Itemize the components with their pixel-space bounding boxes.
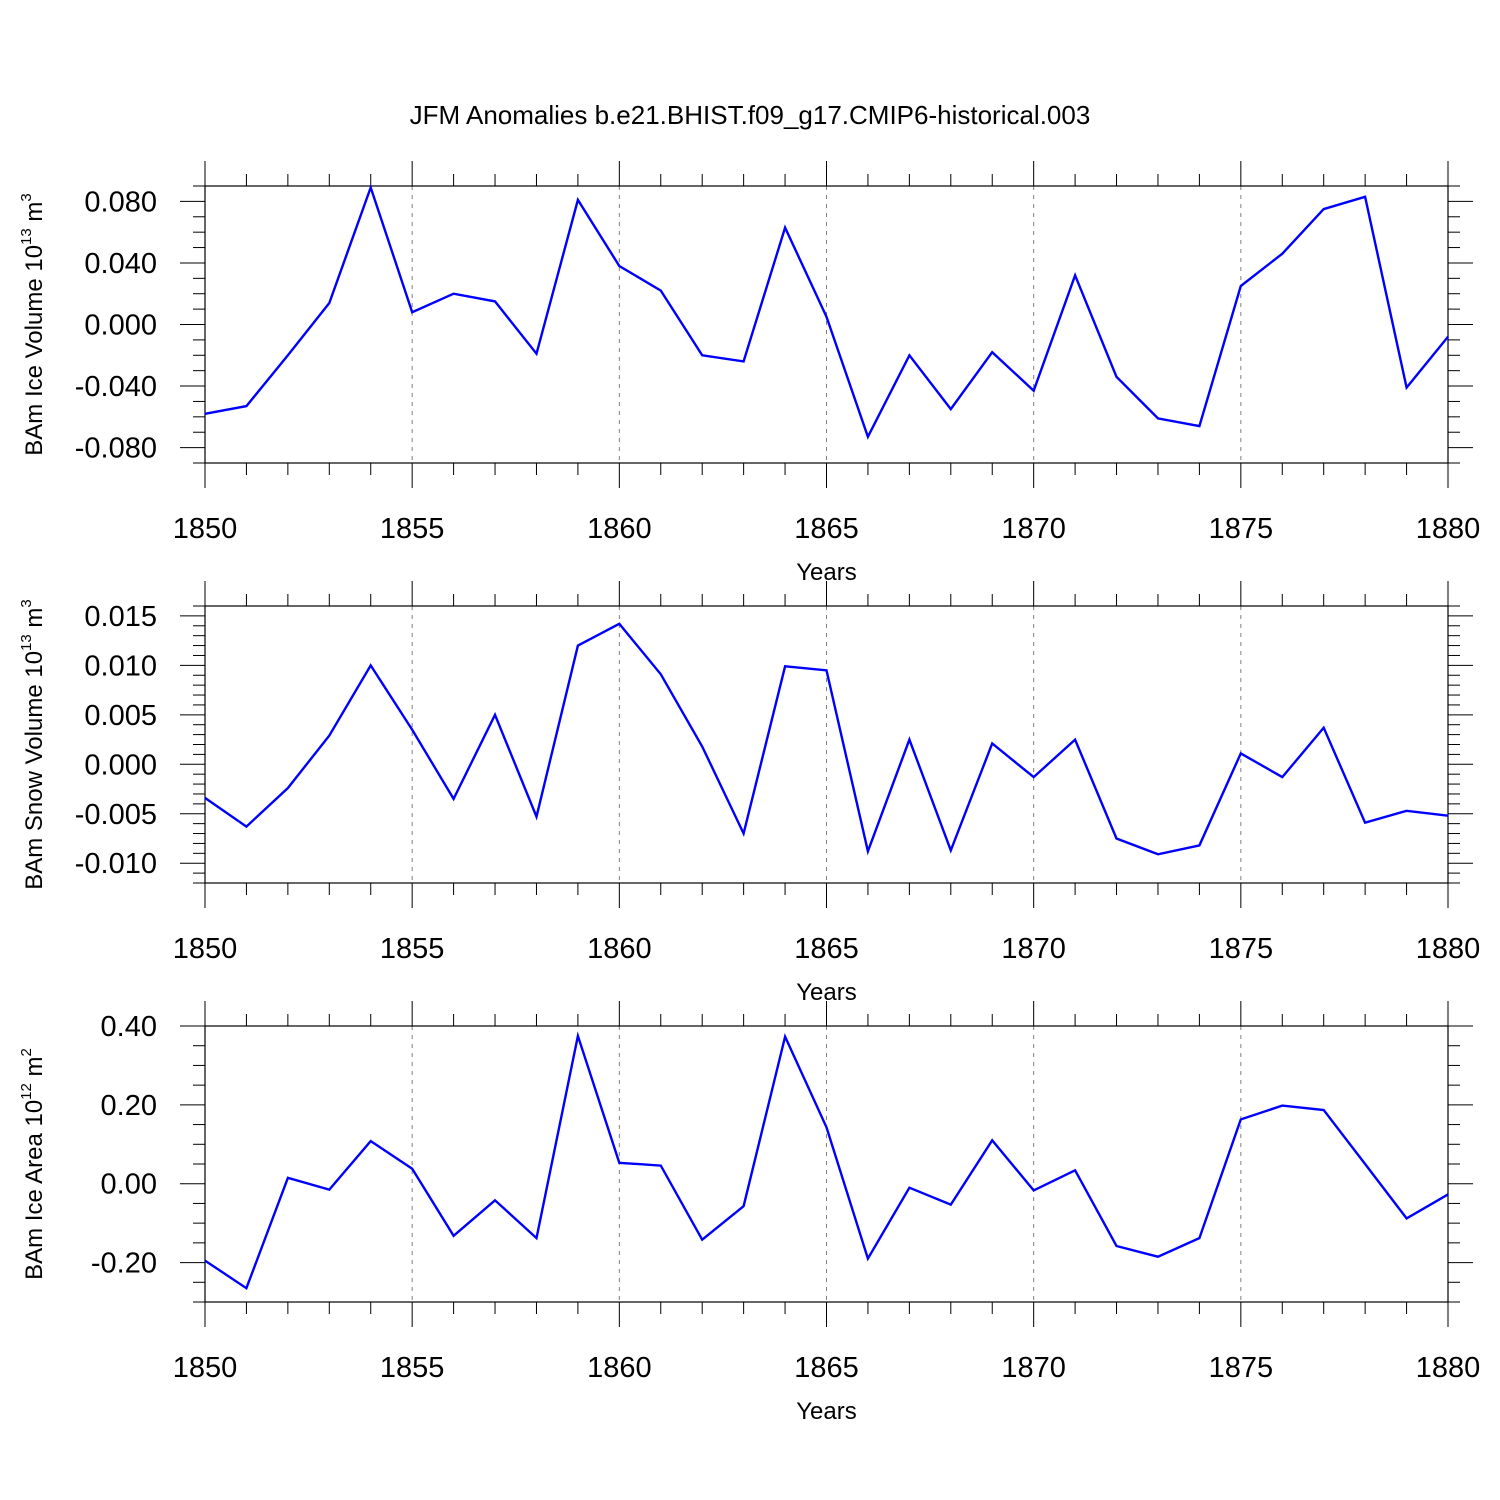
y-tick-label: 0.040 — [84, 248, 157, 280]
y-axis-label-exponent: 12 — [18, 1083, 35, 1100]
x-tick-label: 1860 — [587, 1352, 652, 1384]
y-tick-label: 0.40 — [101, 1011, 157, 1043]
y-axis-label-unit: m — [21, 608, 48, 635]
series-line — [204, 183, 1449, 440]
x-tick-label: 1870 — [1001, 513, 1066, 545]
y-tick-label: -0.010 — [75, 848, 157, 880]
y-axis-label-unit-exponent: 2 — [18, 1048, 35, 1056]
x-tick-label: 1855 — [380, 513, 445, 545]
x-tick-label: 1875 — [1209, 933, 1274, 965]
y-axis-label-unit: m — [21, 202, 48, 229]
x-tick-label: 1880 — [1416, 513, 1481, 545]
y-axis-label-text: BAm Ice Volume 10 — [21, 245, 48, 456]
panel-1: -0.080 -0.040 0.000 0.040 0.080 1850 1855 1860 1… — [18, 161, 1480, 586]
y-axis-label-unit: m — [21, 1056, 48, 1083]
y-tick-label: -0.005 — [75, 799, 157, 831]
x-tick-label: 1875 — [1209, 513, 1274, 545]
y-tick-label: 0.080 — [84, 186, 157, 218]
y-axis-label: BAm Ice Volume 1013 m3 — [18, 193, 48, 455]
x-tick-label: 1870 — [1001, 1352, 1066, 1384]
x-tick-label: 1870 — [1001, 933, 1066, 965]
x-tick-label: 1855 — [380, 1352, 445, 1384]
y-tick-label: 0.000 — [84, 749, 157, 781]
y-tick-label: 0.015 — [84, 601, 157, 633]
y-axis-label-exponent: 13 — [18, 634, 35, 651]
y-axis-label: BAm Ice Area 1012 m2 — [18, 1048, 48, 1280]
y-axis-label-unit-exponent: 3 — [18, 599, 35, 607]
x-tick-label: 1850 — [173, 933, 238, 965]
x-tick-label: 1850 — [173, 1352, 238, 1384]
x-tick-label: 1850 — [173, 513, 238, 545]
x-tick-label: 1865 — [794, 1352, 859, 1384]
x-tick-label: 1880 — [1416, 933, 1481, 965]
x-tick-label: 1880 — [1416, 1352, 1481, 1384]
y-tick-label: 0.20 — [101, 1090, 157, 1122]
x-tick-label: 1860 — [587, 933, 652, 965]
x-axis-label: Years — [796, 1398, 857, 1425]
series-line — [204, 1031, 1449, 1291]
y-axis-label: BAm Snow Volume 1013 m3 — [18, 599, 48, 890]
panel-3: -0.20 0.00 0.20 0.40 1850 1855 1860 1865 1870 187… — [18, 1001, 1480, 1425]
y-tick-label: -0.20 — [91, 1248, 157, 1280]
y-tick-label: 0.00 — [101, 1169, 157, 1201]
y-axis-label-exponent: 13 — [18, 228, 35, 245]
y-tick-label: -0.080 — [75, 433, 157, 465]
y-axis-label-unit-exponent: 3 — [18, 193, 35, 201]
x-tick-label: 1860 — [587, 513, 652, 545]
y-tick-label: 0.000 — [84, 310, 157, 342]
y-tick-label: 0.005 — [84, 700, 157, 732]
y-axis-label-text: BAm Ice Area 10 — [21, 1100, 48, 1280]
panel-2: -0.010 -0.005 0.000 0.005 0.010 0.015 1850 1855… — [18, 581, 1480, 1006]
panels: -0.080 -0.040 0.000 0.040 0.080 1850 1855 1860 1… — [18, 161, 1480, 1425]
series-line — [204, 622, 1449, 856]
y-tick-label: 0.010 — [84, 650, 157, 682]
x-tick-label: 1875 — [1209, 1352, 1274, 1384]
y-tick-label: -0.040 — [75, 371, 157, 403]
x-tick-label: 1865 — [794, 933, 859, 965]
y-axis-label-text: BAm Snow Volume 10 — [21, 651, 48, 890]
x-tick-label: 1865 — [794, 513, 859, 545]
x-tick-label: 1855 — [380, 933, 445, 965]
main-title: JFM Anomalies b.e21.BHIST.f09_g17.CMIP6-… — [410, 100, 1091, 130]
